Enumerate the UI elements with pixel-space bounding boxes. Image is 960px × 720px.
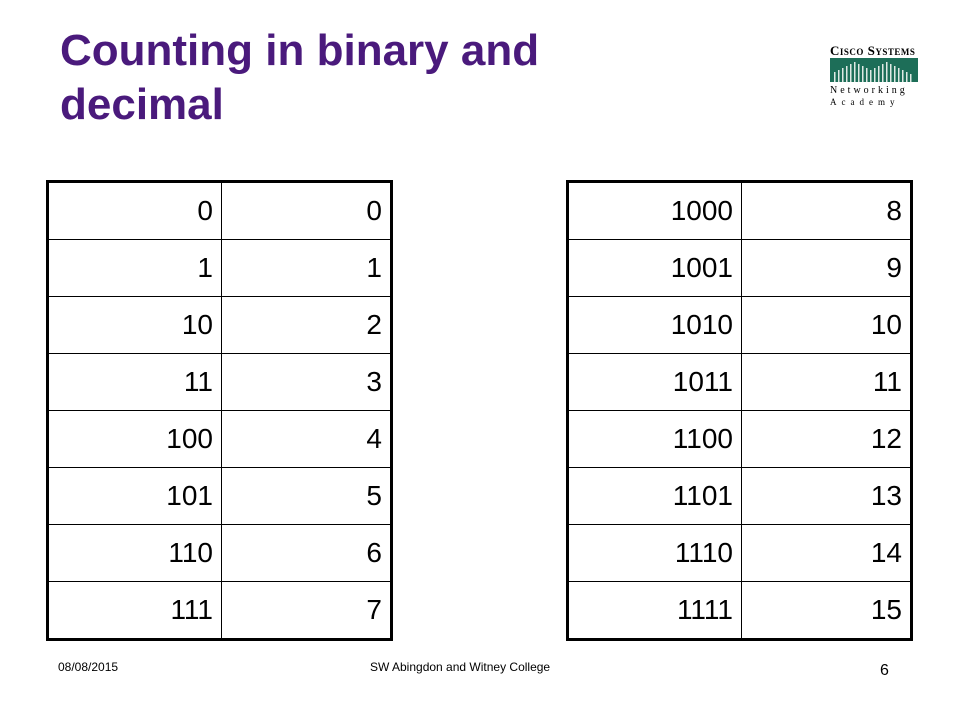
- decimal-cell: 12: [741, 410, 912, 468]
- binary-cell: 0: [47, 181, 222, 240]
- decimal-cell: 2: [221, 296, 392, 354]
- decimal-cell: 8: [741, 181, 912, 240]
- decimal-cell: 10: [741, 296, 912, 354]
- table-row: 1011 11: [567, 353, 912, 411]
- footer-date: 08/08/2015: [58, 660, 119, 674]
- binary-cell: 111: [47, 581, 222, 640]
- table-row: 1101 13: [567, 467, 912, 525]
- cisco-networking-academy-logo: Cisco Systems: [830, 44, 922, 124]
- table-row: 1001 9: [567, 239, 912, 297]
- binary-cell: 10: [47, 296, 222, 354]
- decimal-cell: 15: [741, 581, 912, 640]
- table-row: 1111 15: [567, 581, 912, 640]
- page-number: 6: [880, 662, 889, 679]
- table-row: 110 6: [47, 524, 392, 582]
- binary-cell: 1100: [567, 410, 742, 468]
- decimal-cell: 4: [221, 410, 392, 468]
- decimal-cell: 1: [221, 239, 392, 297]
- decimal-cell: 7: [221, 581, 392, 640]
- binary-cell: 100: [47, 410, 222, 468]
- binary-cell: 1: [47, 239, 222, 297]
- table-row: 1110 14: [567, 524, 912, 582]
- logo-brand: Cisco Systems: [830, 43, 916, 58]
- decimal-cell: 0: [221, 181, 392, 240]
- table-row: 1100 12: [567, 410, 912, 468]
- table-row: 11 3: [47, 353, 392, 411]
- table-row: 1000 8: [567, 181, 912, 240]
- binary-cell: 1110: [567, 524, 742, 582]
- logo-line1: Networking: [830, 85, 908, 96]
- decimal-cell: 6: [221, 524, 392, 582]
- slide-title: Counting in binary and decimal: [60, 26, 540, 129]
- table-row: 111 7: [47, 581, 392, 640]
- binary-cell: 1001: [567, 239, 742, 297]
- binary-table-right: 1000 8 1001 9 1010 10 1011 11 1100 12 1101 13 1110 14…: [566, 180, 913, 641]
- decimal-cell: 9: [741, 239, 912, 297]
- binary-cell: 1011: [567, 353, 742, 411]
- table-row: 100 4: [47, 410, 392, 468]
- decimal-cell: 11: [741, 353, 912, 411]
- binary-cell: 110: [47, 524, 222, 582]
- binary-table-left: 0 0 1 1 10 2 11 3 100 4 101 5 110 6 111 7: [46, 180, 393, 641]
- table-row: 101 5: [47, 467, 392, 525]
- decimal-cell: 14: [741, 524, 912, 582]
- logo-line2: Academy: [830, 97, 900, 107]
- table-row: 1010 10: [567, 296, 912, 354]
- binary-cell: 1010: [567, 296, 742, 354]
- logo-bars-graphic: [830, 58, 918, 82]
- binary-cell: 1101: [567, 467, 742, 525]
- binary-cell: 1111: [567, 581, 742, 640]
- decimal-cell: 3: [221, 353, 392, 411]
- binary-cell: 1000: [567, 181, 742, 240]
- binary-cell: 11: [47, 353, 222, 411]
- decimal-cell: 13: [741, 467, 912, 525]
- decimal-cell: 5: [221, 467, 392, 525]
- table-row: 10 2: [47, 296, 392, 354]
- logo-bars-icon: [830, 58, 918, 82]
- binary-cell: 101: [47, 467, 222, 525]
- footer-institution: SW Abingdon and Witney College: [370, 660, 551, 674]
